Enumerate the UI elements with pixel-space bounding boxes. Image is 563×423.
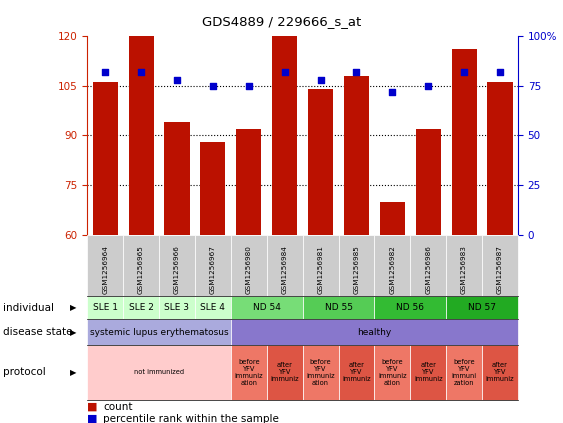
Text: SLE 2: SLE 2 <box>129 303 154 312</box>
Bar <box>380 202 405 235</box>
Text: before
YFV
immuniz
ation: before YFV immuniz ation <box>234 359 263 386</box>
Bar <box>308 89 333 235</box>
Text: SLE 3: SLE 3 <box>164 303 190 312</box>
Text: GSM1256985: GSM1256985 <box>354 245 359 294</box>
Text: after
YFV
immuniz: after YFV immuniz <box>270 362 299 382</box>
Text: ■: ■ <box>87 402 98 412</box>
Point <box>352 69 361 75</box>
Text: GSM1256964: GSM1256964 <box>102 245 108 294</box>
Bar <box>488 82 512 235</box>
Bar <box>344 76 369 235</box>
Bar <box>236 129 261 235</box>
Point <box>280 69 289 75</box>
Point <box>459 69 468 75</box>
Text: GSM1256984: GSM1256984 <box>282 245 288 294</box>
Text: count: count <box>103 402 132 412</box>
Text: ND 57: ND 57 <box>468 303 496 312</box>
Text: after
YFV
immuniz: after YFV immuniz <box>414 362 443 382</box>
Text: GSM1256983: GSM1256983 <box>461 245 467 294</box>
Text: ND 56: ND 56 <box>396 303 425 312</box>
Text: SLE 4: SLE 4 <box>200 303 225 312</box>
Text: before
YFV
immuni
zation: before YFV immuni zation <box>452 359 477 386</box>
Text: ND 54: ND 54 <box>253 303 281 312</box>
Point <box>101 69 110 75</box>
Text: after
YFV
immuniz: after YFV immuniz <box>342 362 371 382</box>
Text: GSM1256981: GSM1256981 <box>318 245 324 294</box>
Point <box>137 69 146 75</box>
Bar <box>200 142 225 235</box>
Point <box>172 76 181 83</box>
Text: after
YFV
immuniz: after YFV immuniz <box>486 362 515 382</box>
Point <box>495 69 504 75</box>
Text: GSM1256982: GSM1256982 <box>390 245 395 294</box>
Text: GSM1256965: GSM1256965 <box>138 245 144 294</box>
Bar <box>164 122 190 235</box>
Text: GSM1256986: GSM1256986 <box>425 245 431 294</box>
Text: GDS4889 / 229666_s_at: GDS4889 / 229666_s_at <box>202 15 361 28</box>
Bar <box>272 36 297 235</box>
Point <box>244 82 253 89</box>
Text: GSM1256967: GSM1256967 <box>210 245 216 294</box>
Text: SLE 1: SLE 1 <box>93 303 118 312</box>
Text: ND 55: ND 55 <box>324 303 352 312</box>
Text: ▶: ▶ <box>70 303 77 312</box>
Text: not immunized: not immunized <box>134 369 184 375</box>
Bar <box>93 82 118 235</box>
Text: ■: ■ <box>87 414 98 423</box>
Text: ▶: ▶ <box>70 327 77 337</box>
Text: GSM1256980: GSM1256980 <box>246 245 252 294</box>
Text: GSM1256966: GSM1256966 <box>174 245 180 294</box>
Point <box>388 88 397 95</box>
Text: GSM1256987: GSM1256987 <box>497 245 503 294</box>
Bar <box>452 49 477 235</box>
Text: healthy: healthy <box>358 327 391 337</box>
Text: before
YFV
immuniz
ation: before YFV immuniz ation <box>306 359 335 386</box>
Text: protocol: protocol <box>3 367 46 377</box>
Point <box>208 82 217 89</box>
Text: disease state: disease state <box>3 327 72 337</box>
Point <box>316 76 325 83</box>
Text: percentile rank within the sample: percentile rank within the sample <box>103 414 279 423</box>
Point <box>424 82 433 89</box>
Text: ▶: ▶ <box>70 368 77 377</box>
Bar <box>128 36 154 235</box>
Bar <box>415 129 441 235</box>
Text: systemic lupus erythematosus: systemic lupus erythematosus <box>90 327 229 337</box>
Text: before
YFV
immuniz
ation: before YFV immuniz ation <box>378 359 406 386</box>
Text: individual: individual <box>3 303 54 313</box>
